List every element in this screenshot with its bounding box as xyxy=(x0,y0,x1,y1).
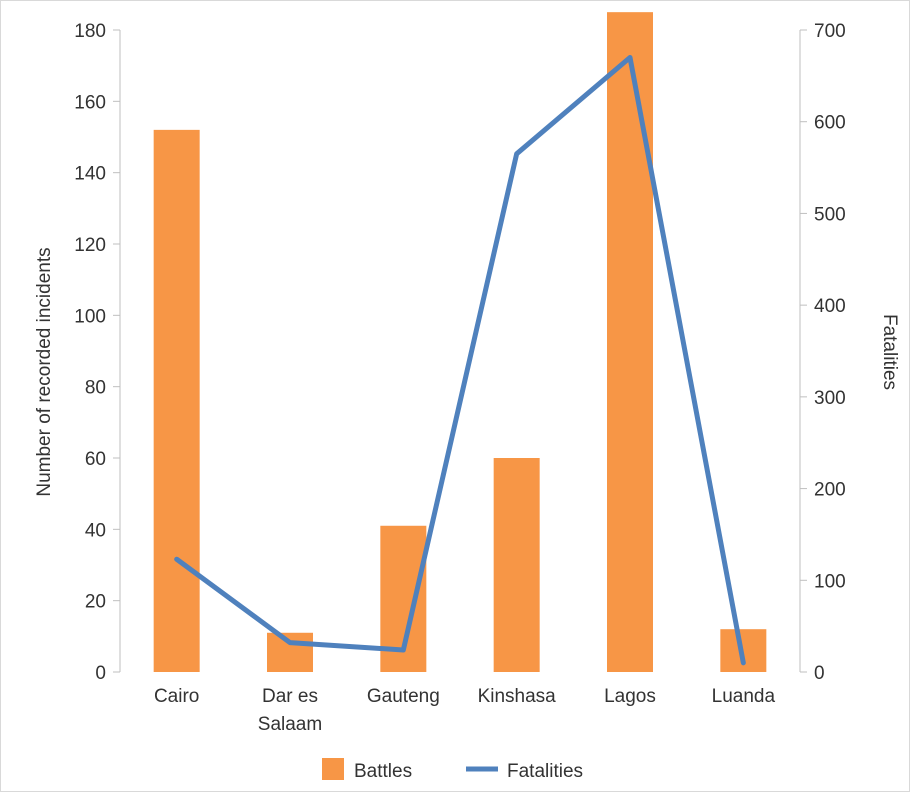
fatalities-line-group xyxy=(174,55,746,666)
bar-battles xyxy=(153,129,200,672)
right-tick-label: 700 xyxy=(814,21,846,42)
right-tick-label: 300 xyxy=(814,388,846,409)
x-tick-label: Gauteng xyxy=(367,686,440,707)
left-axis-title: Number of recorded incidents xyxy=(34,247,55,496)
bar-battles xyxy=(267,632,313,672)
x-tick-labels: Cairo Dar es Salaam Gauteng Kinshasa Lagos Lua… xyxy=(154,686,776,735)
x-tick-label: Lagos xyxy=(604,686,656,707)
left-tick-label: 100 xyxy=(74,306,106,327)
left-tick-label: 160 xyxy=(74,92,106,113)
legend: Battles Fatalities xyxy=(322,758,583,782)
right-tick-label: 100 xyxy=(814,571,846,592)
left-tick-label: 40 xyxy=(85,520,106,541)
x-tick-label: Cairo xyxy=(154,686,199,707)
right-axis-title: Fatalities xyxy=(879,314,900,390)
left-axis: 0 20 40 60 80 100 120 140 160 180 xyxy=(74,21,121,684)
left-tick-label: 60 xyxy=(85,449,106,470)
right-axis: 0 100 200 300 400 500 600 700 xyxy=(799,21,846,684)
right-tick-label: 0 xyxy=(814,663,825,684)
right-tick-label: 400 xyxy=(814,296,846,317)
bar-battles xyxy=(607,12,653,672)
x-tick-label: Dar es xyxy=(262,686,318,707)
legend-swatch-battles xyxy=(322,758,344,780)
legend-label-fatalities: Fatalities xyxy=(507,761,583,782)
right-tick-label: 600 xyxy=(814,113,846,134)
bar-battles xyxy=(493,458,540,672)
left-tick-label: 20 xyxy=(85,592,106,613)
left-tick-label: 80 xyxy=(85,378,106,399)
battles-bars xyxy=(153,12,767,672)
left-tick-label: 180 xyxy=(74,21,106,42)
left-tick-label: 140 xyxy=(74,164,106,185)
x-tick-label: Salaam xyxy=(258,714,322,735)
left-tick-label: 0 xyxy=(95,663,106,684)
x-tick-label: Kinshasa xyxy=(478,686,557,707)
legend-label-battles: Battles xyxy=(354,761,412,782)
fatalities-line xyxy=(174,55,746,666)
x-tick-label: Luanda xyxy=(712,686,776,707)
right-tick-label: 200 xyxy=(814,480,846,501)
right-tick-label: 500 xyxy=(814,204,846,225)
left-tick-label: 120 xyxy=(74,235,106,256)
